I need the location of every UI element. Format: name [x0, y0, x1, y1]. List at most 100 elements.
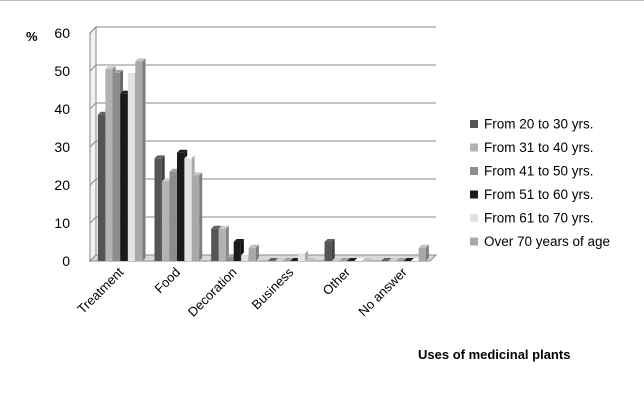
category-label: Business: [249, 264, 297, 312]
bar-side: [199, 172, 203, 261]
x-axis-label: Uses of medicinal plants: [418, 347, 570, 362]
gridline-diagonal: [89, 178, 97, 186]
y-tick-label: 60: [54, 25, 70, 41]
bar-top: [324, 239, 335, 242]
legend-label: From 20 to 30 yrs.: [484, 117, 594, 132]
bar: [218, 225, 229, 261]
gridline-diagonal: [89, 140, 97, 148]
bar-side: [425, 244, 429, 261]
bar-front: [418, 247, 426, 261]
bar-front: [248, 247, 256, 261]
bar: [282, 258, 294, 261]
bar: [403, 258, 414, 261]
bar-top: [354, 258, 365, 261]
bar-front: [233, 242, 241, 261]
bar-top: [275, 258, 286, 261]
bar-top: [332, 258, 343, 261]
legend-swatch: [470, 237, 478, 246]
bar-front: [177, 152, 185, 261]
bar-front: [184, 158, 192, 261]
bar-top: [192, 172, 203, 176]
bar-top: [248, 244, 259, 248]
bar: [267, 258, 279, 261]
legend-swatch: [470, 167, 478, 175]
bar-front: [226, 257, 234, 261]
gridline-diagonal: [89, 216, 97, 224]
gridline-diagonal: [89, 102, 97, 110]
y-tick-label: 10: [54, 215, 70, 231]
legend-swatch: [470, 143, 478, 152]
bar-front: [324, 242, 332, 261]
bar-side: [331, 239, 335, 261]
gridline-diagonal: [89, 26, 97, 34]
bar: [332, 258, 343, 261]
legend: From 20 to 30 yrs. From 31 to 40 yrs. From…: [470, 117, 610, 249]
bar: [339, 258, 350, 261]
bar: [354, 258, 365, 261]
legend-swatch: [470, 214, 478, 222]
bar: [396, 258, 407, 261]
bar-front: [241, 255, 249, 261]
bar-side: [225, 225, 229, 261]
bar: [381, 258, 392, 261]
bar-top: [388, 258, 399, 261]
bar: [362, 258, 373, 261]
category-label: Decoration: [185, 265, 240, 320]
bar-top: [297, 250, 309, 254]
bar-side: [255, 244, 259, 261]
bar: [418, 244, 429, 261]
y-tick-label: 0: [62, 253, 70, 269]
bar-top: [381, 258, 392, 261]
bar-front: [297, 253, 306, 261]
y-tick-label: 20: [54, 177, 70, 193]
bar: [297, 250, 309, 261]
bar-top: [211, 225, 222, 229]
category-label: No answer: [355, 264, 410, 319]
legend-label: From 61 to 70 yrs.: [484, 211, 594, 226]
y-tick-label: 30: [54, 139, 70, 155]
bar-front: [211, 228, 219, 261]
bar-top: [282, 258, 294, 261]
bar-top: [135, 58, 146, 62]
bar-top: [233, 239, 244, 242]
bar-front: [218, 228, 226, 261]
y-tick-label: 50: [54, 63, 70, 79]
bar-top: [177, 149, 188, 153]
gridline-diagonal: [89, 64, 97, 72]
bar-top: [396, 258, 407, 261]
legend-swatch: [470, 120, 478, 128]
legend-label: From 41 to 50 yrs.: [484, 164, 594, 179]
bar: [347, 258, 358, 261]
bar-side: [305, 250, 309, 261]
bar-front: [162, 181, 170, 261]
legend-label: From 31 to 40 yrs.: [484, 140, 594, 155]
bar-top: [105, 66, 116, 70]
y-tick-labels: 0 10 20 30 40 50 60: [54, 25, 70, 269]
bar-front: [154, 158, 162, 261]
bar-top: [184, 155, 195, 159]
bar: [388, 258, 399, 261]
bar-top: [218, 225, 229, 229]
bar-top: [112, 69, 124, 73]
category-label: Food: [152, 265, 184, 297]
bars: [97, 58, 429, 262]
bar-top: [339, 258, 350, 261]
legend-label: From 51 to 60 yrs.: [484, 187, 594, 202]
category-label: Other: [320, 264, 354, 298]
bar-front: [169, 171, 177, 261]
bar: [135, 58, 146, 261]
bar: [275, 258, 286, 261]
bar-front: [192, 175, 200, 261]
bar-top: [403, 258, 414, 261]
legend-label: Over 70 years of age: [484, 234, 610, 249]
bar-top: [418, 244, 429, 248]
bar-top: [347, 258, 358, 261]
bar: [192, 172, 203, 261]
category-labels: Treatment Food Decoration Business Other No a…: [74, 264, 410, 320]
bar: [324, 239, 335, 261]
bar: [248, 244, 259, 261]
bar-front: [112, 72, 121, 262]
bar-front: [127, 72, 136, 262]
